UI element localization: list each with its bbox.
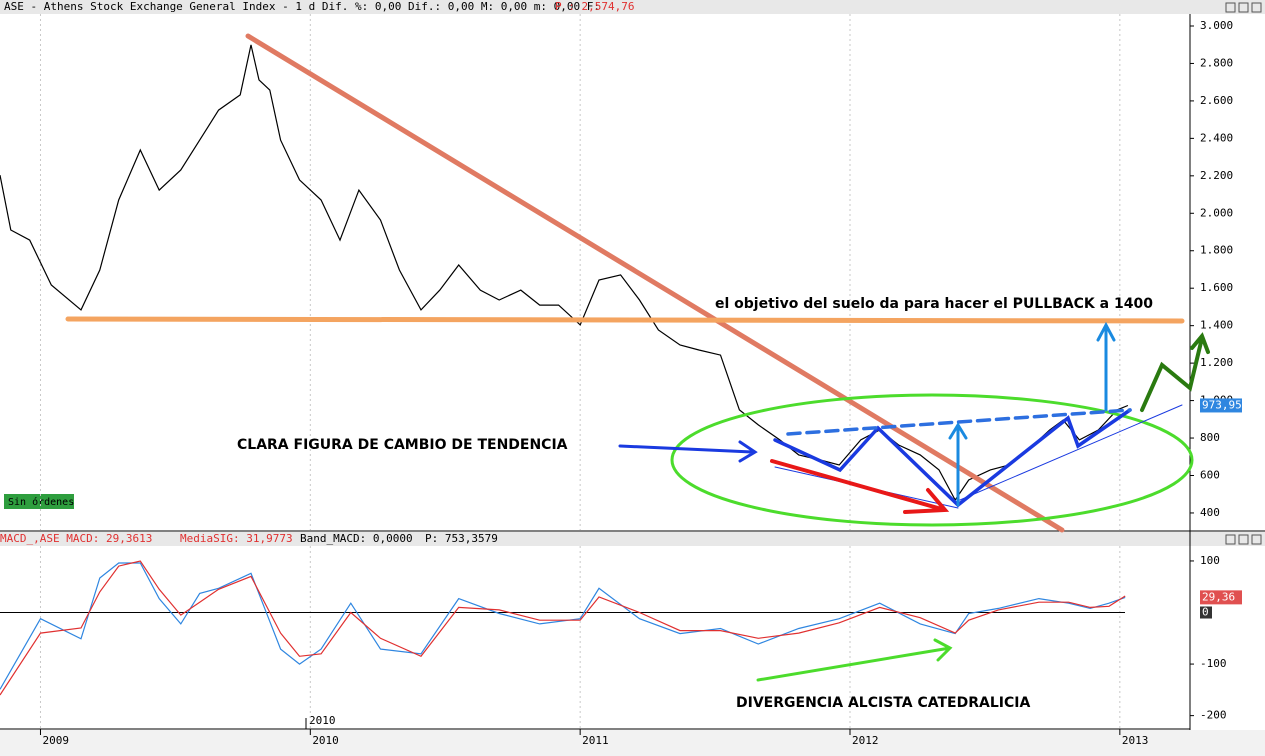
arrow xyxy=(618,440,758,463)
price-label: P : 2,574,76 xyxy=(555,0,634,13)
last-value-label: 29,36 xyxy=(1202,590,1235,603)
plots: 4006008001.0001.2001.4001.6001.8002.0002… xyxy=(0,14,1242,747)
arrow xyxy=(756,638,953,682)
y-tick-label: 2.200 xyxy=(1200,169,1233,182)
y-tick-label: 1.400 xyxy=(1200,319,1233,332)
button[interactable] xyxy=(1238,534,1249,545)
neckline xyxy=(786,408,1132,436)
arrow xyxy=(948,422,968,507)
arrow xyxy=(1140,332,1210,412)
indicator-header: MACD_,ASE MACD: 29,3613 xyxy=(0,532,152,545)
status-text: Sin órdenes xyxy=(8,496,74,508)
chart-header: ASE - Athens Stock Exchange General Inde… xyxy=(4,0,600,13)
button[interactable] xyxy=(1225,2,1236,13)
annotation: DIVERGENCIA ALCISTA CATEDRALICIA xyxy=(736,695,1030,711)
lower-line xyxy=(959,404,1183,501)
y-tick-label: 600 xyxy=(1200,468,1220,481)
drawings xyxy=(65,33,1210,682)
y-tick-label: 2.800 xyxy=(1200,56,1233,69)
arrow xyxy=(1096,321,1116,412)
x-marker: 2010 xyxy=(309,714,336,727)
indicator-header: MediaSIG: 31,9773 xyxy=(180,532,293,545)
support-line xyxy=(65,316,1185,324)
y-tick-label: 1.600 xyxy=(1200,281,1233,294)
indicator-header: P: 753,3579 xyxy=(425,532,498,545)
annotation: CLARA FIGURA DE CAMBIO DE TENDENCIA xyxy=(237,437,568,453)
last-value-box xyxy=(1200,590,1242,605)
x-tick-label: 2010 xyxy=(312,734,339,747)
button[interactable] xyxy=(1251,2,1262,13)
series-line xyxy=(0,562,1126,690)
button[interactable] xyxy=(1238,2,1249,13)
y-tick-label: 400 xyxy=(1200,506,1220,519)
y-tick-label: 3.000 xyxy=(1200,19,1233,32)
trendline xyxy=(245,33,1065,533)
series-line xyxy=(0,560,1126,696)
indicator-header: Band_MACD: 0,0000 xyxy=(300,532,413,545)
button[interactable] xyxy=(1251,534,1262,545)
x-tick-label: 2012 xyxy=(852,734,879,747)
y-tick-label: 800 xyxy=(1200,431,1220,444)
y-tick-label: -100 xyxy=(1200,657,1227,670)
last-value-box xyxy=(1200,398,1242,413)
x-tick-label: 2009 xyxy=(42,734,69,747)
annotation: el objetivo del suelo da para hacer el P… xyxy=(715,296,1153,312)
y-tick-label: 2.400 xyxy=(1200,131,1233,144)
pattern xyxy=(773,408,1132,508)
last-value-label: 973,95 xyxy=(1202,398,1242,411)
zero-box xyxy=(1200,606,1212,619)
y-tick-label: 100 xyxy=(1200,554,1220,567)
button[interactable] xyxy=(1225,534,1236,545)
x-tick-label: 2013 xyxy=(1122,734,1149,747)
y-tick-label: 2.600 xyxy=(1200,94,1233,107)
y-tick-label: -200 xyxy=(1200,709,1227,722)
y-tick-label: 1.800 xyxy=(1200,244,1233,257)
arrow xyxy=(770,459,950,514)
y-tick-label: 2.000 xyxy=(1200,206,1233,219)
header-bar xyxy=(0,532,1265,546)
ellipse xyxy=(670,393,1194,527)
window-buttons[interactable] xyxy=(1225,2,1262,545)
status-badge xyxy=(4,494,74,509)
y-tick-label: 1.200 xyxy=(1200,356,1233,369)
header-bar xyxy=(0,0,1265,14)
x-tick-label: 2011 xyxy=(582,734,609,747)
zero-label: 0 xyxy=(1202,606,1209,619)
x-axis-bar xyxy=(0,730,1265,756)
